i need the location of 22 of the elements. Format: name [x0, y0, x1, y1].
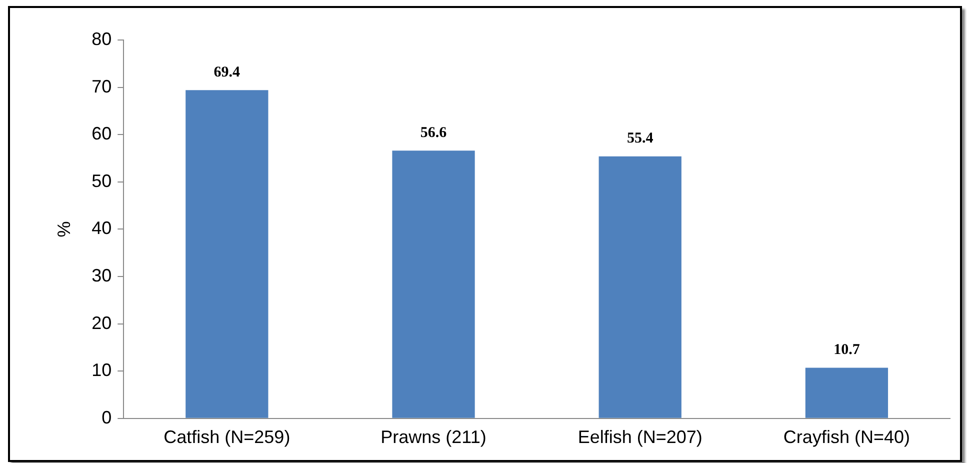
- y-tick-label: 80: [92, 28, 112, 49]
- bar: [598, 156, 682, 418]
- y-axis-title: %: [54, 221, 74, 238]
- y-tick-label: 30: [92, 265, 112, 286]
- bar: [392, 150, 475, 418]
- bar: [805, 368, 888, 418]
- data-label: 10.7: [834, 342, 860, 358]
- y-tick-label: 20: [92, 312, 112, 333]
- data-label: 55.4: [626, 130, 654, 147]
- y-tick-label: 60: [92, 124, 112, 144]
- x-tick-label: Eelfish (N=207): [578, 427, 702, 448]
- data-label: 69.4: [214, 64, 241, 81]
- y-tick-label: 40: [92, 218, 112, 238]
- bar: [186, 90, 268, 418]
- x-tick-label: Crayfish (N=40): [783, 427, 910, 448]
- x-tick-label: Catfish (N=259): [164, 427, 290, 448]
- data-label: 56.6: [420, 125, 448, 142]
- y-tick-label: 10: [92, 360, 112, 380]
- y-tick-label: 50: [92, 170, 112, 191]
- y-tick-label: 0: [102, 407, 112, 428]
- x-tick-label: Prawns (211): [380, 427, 486, 448]
- y-tick-label: 70: [92, 76, 112, 96]
